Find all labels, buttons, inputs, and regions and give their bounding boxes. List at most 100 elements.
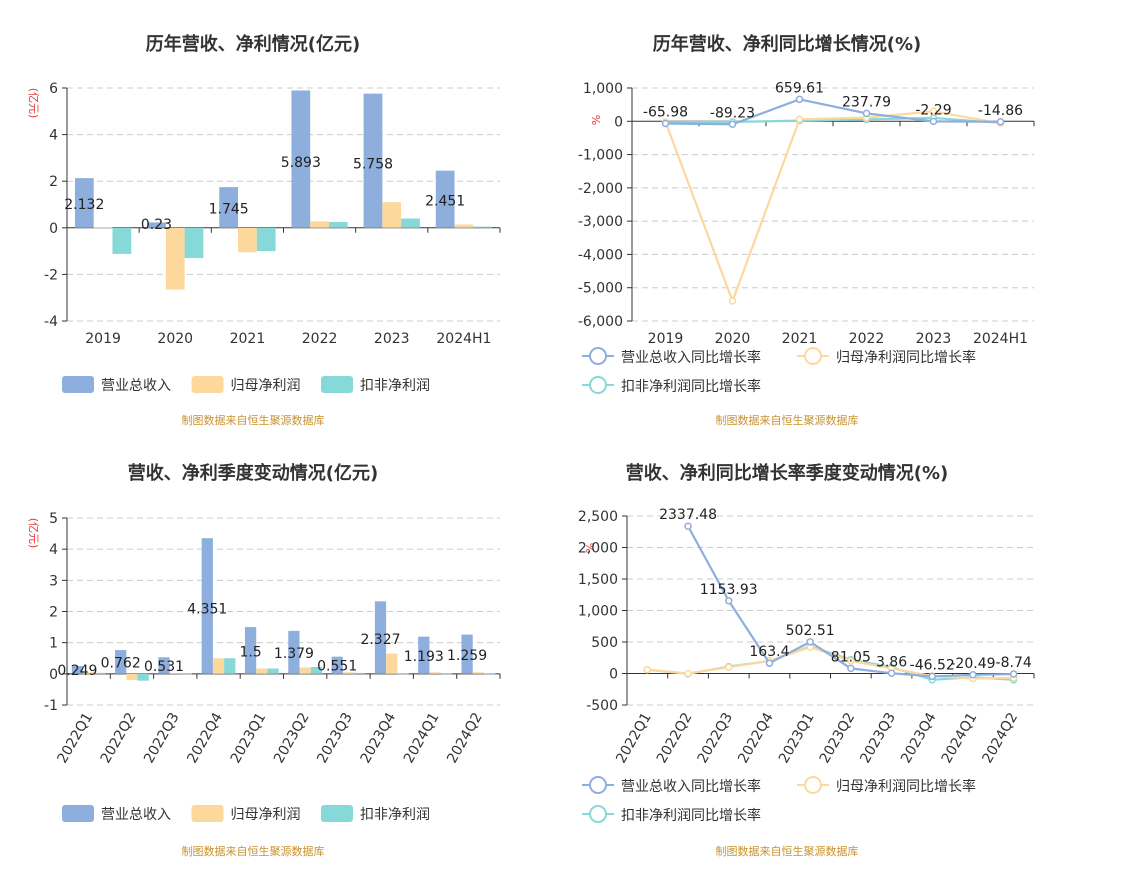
series-point-1 bbox=[728, 120, 737, 129]
source-note: 制图数据来自恒生聚源数据库 bbox=[182, 413, 325, 427]
x-tick-label: 2023Q2 bbox=[271, 710, 313, 766]
series-point-1 bbox=[887, 669, 896, 678]
series-line-3 bbox=[665, 116, 1001, 125]
y-tick-label: -4 bbox=[44, 314, 58, 330]
data-label: 2.132 bbox=[64, 197, 104, 213]
series-point-1 bbox=[795, 95, 804, 104]
data-label: 1.193 bbox=[404, 649, 444, 665]
legend-swatch-marker bbox=[804, 776, 822, 794]
bar-1 bbox=[435, 170, 455, 228]
data-label: 2.451 bbox=[425, 193, 465, 209]
y-tick-label: 6 bbox=[49, 81, 58, 97]
annual-growth-svg: 历年营收、净利同比增长情况(%)% -6,000 -5,000 -4,000 -3,00… bbox=[578, 33, 1035, 427]
bar-1 bbox=[288, 630, 300, 674]
series-point-1 bbox=[725, 597, 733, 605]
data-label: 1.745 bbox=[209, 201, 249, 217]
x-tick-label: 2023Q4 bbox=[898, 710, 940, 766]
bar-1 bbox=[71, 666, 84, 674]
bar-1 bbox=[115, 650, 127, 674]
bar-3 bbox=[328, 221, 348, 228]
data-label: -8.74 bbox=[996, 655, 1032, 671]
y-tick-label: 4 bbox=[49, 128, 58, 144]
legend-label: 营业总收入同比增长率 bbox=[621, 778, 761, 795]
x-tick-label: 2024H1 bbox=[436, 331, 491, 347]
data-label: -2.29 bbox=[915, 102, 951, 118]
bar-3 bbox=[483, 673, 496, 675]
bar-1 bbox=[147, 222, 166, 228]
bar-1 bbox=[219, 187, 239, 228]
x-tick-label: 2024H1 bbox=[973, 331, 1028, 347]
y-unit-label: (亿元) bbox=[27, 88, 40, 119]
quarterly-growth-chart: 营收、净利同比增长率季度变动情况(%)% -500 0 500 1,000 1,500 2,… bbox=[560, 438, 1139, 877]
data-label: 163.4 bbox=[749, 644, 789, 660]
chart-title: 营收、净利季度变动情况(亿元) bbox=[128, 462, 378, 484]
x-tick-label: 2022Q2 bbox=[654, 710, 696, 766]
data-label: 3.86 bbox=[876, 654, 907, 670]
data-label: -20.49 bbox=[950, 656, 995, 672]
chart-title: 历年营收、净利情况(亿元) bbox=[146, 33, 360, 55]
legend-label: 营业总收入 bbox=[101, 378, 171, 394]
x-tick-label: 2020 bbox=[715, 331, 751, 347]
bar-3 bbox=[137, 673, 149, 681]
y-tick-label: -3,000 bbox=[578, 214, 623, 230]
series-point-1 bbox=[929, 117, 938, 126]
data-label: -89.23 bbox=[710, 105, 755, 121]
bar-2 bbox=[238, 227, 257, 253]
series-point-1 bbox=[1009, 670, 1018, 678]
series-line-2 bbox=[664, 110, 1001, 305]
legend-label: 归母净利润同比增长率 bbox=[836, 349, 976, 366]
x-tick-label: 2024Q2 bbox=[979, 710, 1021, 766]
bar-1 bbox=[74, 178, 94, 228]
x-tick-label: 2019 bbox=[85, 331, 121, 347]
bar-3 bbox=[310, 666, 323, 674]
x-tick-label: 2023Q4 bbox=[358, 710, 400, 766]
y-tick-label: 2,500 bbox=[578, 509, 618, 525]
bar-1 bbox=[374, 601, 387, 674]
data-label: 0.249 bbox=[57, 663, 97, 679]
data-label: 0.551 bbox=[317, 659, 357, 675]
source-note: 制图数据来自恒生聚源数据库 bbox=[716, 413, 859, 427]
legend-label: 扣非净利润 bbox=[360, 807, 430, 823]
data-label: 502.51 bbox=[786, 623, 835, 639]
y-tick-label: -4,000 bbox=[578, 247, 623, 263]
x-tick-label: 2023Q2 bbox=[817, 710, 859, 766]
x-tick-label: 2023 bbox=[374, 331, 410, 347]
chart-title: 营收、净利同比增长率季度变动情况(%) bbox=[626, 462, 949, 484]
series-point-1 bbox=[806, 638, 814, 646]
series-point-1 bbox=[661, 119, 670, 128]
bar-3 bbox=[440, 673, 452, 675]
series-point-1 bbox=[847, 664, 855, 673]
legend-swatch-marker bbox=[589, 347, 607, 365]
legend-label: 扣非净利润 bbox=[360, 378, 430, 394]
bar-2 bbox=[83, 672, 95, 674]
x-tick-label: 2023Q3 bbox=[857, 710, 899, 766]
y-tick-label: 2 bbox=[49, 605, 58, 621]
data-label: 2337.48 bbox=[659, 507, 717, 523]
legend-swatch-marker bbox=[589, 376, 607, 394]
quarterly-growth-svg: 营收、净利同比增长率季度变动情况(%)% -500 0 500 1,000 1,500 2,… bbox=[578, 462, 1035, 858]
series-point-1 bbox=[996, 118, 1005, 126]
y-tick-label: -1 bbox=[44, 698, 58, 714]
y-tick-label: 1 bbox=[49, 636, 58, 652]
data-label: 0.531 bbox=[144, 659, 184, 675]
chart-title: 历年营收、净利同比增长情况(%) bbox=[653, 33, 922, 55]
data-label: 4.351 bbox=[187, 602, 227, 618]
legend-swatch bbox=[321, 376, 353, 393]
y-unit-label: % bbox=[589, 115, 602, 125]
data-label: 1.5 bbox=[239, 644, 261, 660]
annual-growth-chart: 历年营收、净利同比增长情况(%)% -6,000 -5,000 -4,000 -3,00… bbox=[560, 0, 1139, 438]
y-tick-label: 0 bbox=[49, 221, 58, 237]
bar-1 bbox=[363, 93, 383, 228]
bar-1 bbox=[291, 90, 311, 228]
x-tick-label: 2024Q1 bbox=[401, 710, 443, 766]
bar-2 bbox=[454, 224, 474, 228]
x-tick-label: 2022Q2 bbox=[98, 710, 140, 766]
y-tick-label: 1,000 bbox=[578, 604, 618, 620]
x-tick-label: 2023Q3 bbox=[314, 710, 356, 766]
legend-swatch bbox=[191, 376, 224, 393]
legend-swatch bbox=[191, 805, 224, 822]
y-tick-label: 500 bbox=[591, 635, 618, 651]
legend-swatch bbox=[62, 805, 94, 822]
series-point-1 bbox=[684, 522, 692, 530]
bar-3 bbox=[184, 227, 204, 259]
